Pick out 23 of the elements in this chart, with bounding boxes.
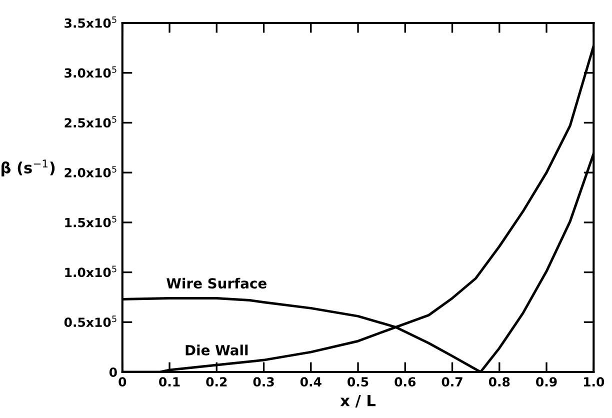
x-tick-label: 0.3: [253, 377, 274, 387]
x-tick-label: 1.0: [584, 377, 604, 387]
y-tick-label: 3.0x10$^{5}$: [64, 66, 116, 78]
x-tick-label: 0.8: [488, 377, 510, 387]
x-tick-label: 0.7: [442, 377, 462, 387]
x-tick-label: 0: [118, 377, 126, 387]
y-tick-label: 0.5x10$^{5}$: [64, 316, 116, 327]
y-tick-label: 3.5x10$^{5}$: [64, 16, 116, 28]
x-tick-label: 0.9: [536, 377, 557, 387]
annotation: Die Wall: [186, 344, 248, 356]
x-tick-label: 0.2: [206, 377, 227, 387]
y-tick-label: 2.5x10$^{5}$: [64, 116, 116, 128]
x-axis-title: x / L: [340, 395, 376, 408]
x-tick-label: 0.6: [394, 377, 416, 387]
y-tick-label: 2.0x10$^{5}$: [64, 166, 116, 178]
y-tick-label: 1.5x10$^{5}$: [65, 216, 116, 228]
annotation: Wire Surface: [166, 278, 266, 289]
y-axis-title: β (s$^{−1}$): [2, 160, 55, 176]
y-tick-label: 0: [109, 367, 117, 377]
x-tick-label: 0.1: [159, 377, 180, 387]
y-tick-label: 1.0x10$^{5}$: [65, 266, 116, 278]
x-tick-label: 0.5: [348, 377, 368, 387]
x-tick-label: 0.4: [300, 377, 322, 387]
